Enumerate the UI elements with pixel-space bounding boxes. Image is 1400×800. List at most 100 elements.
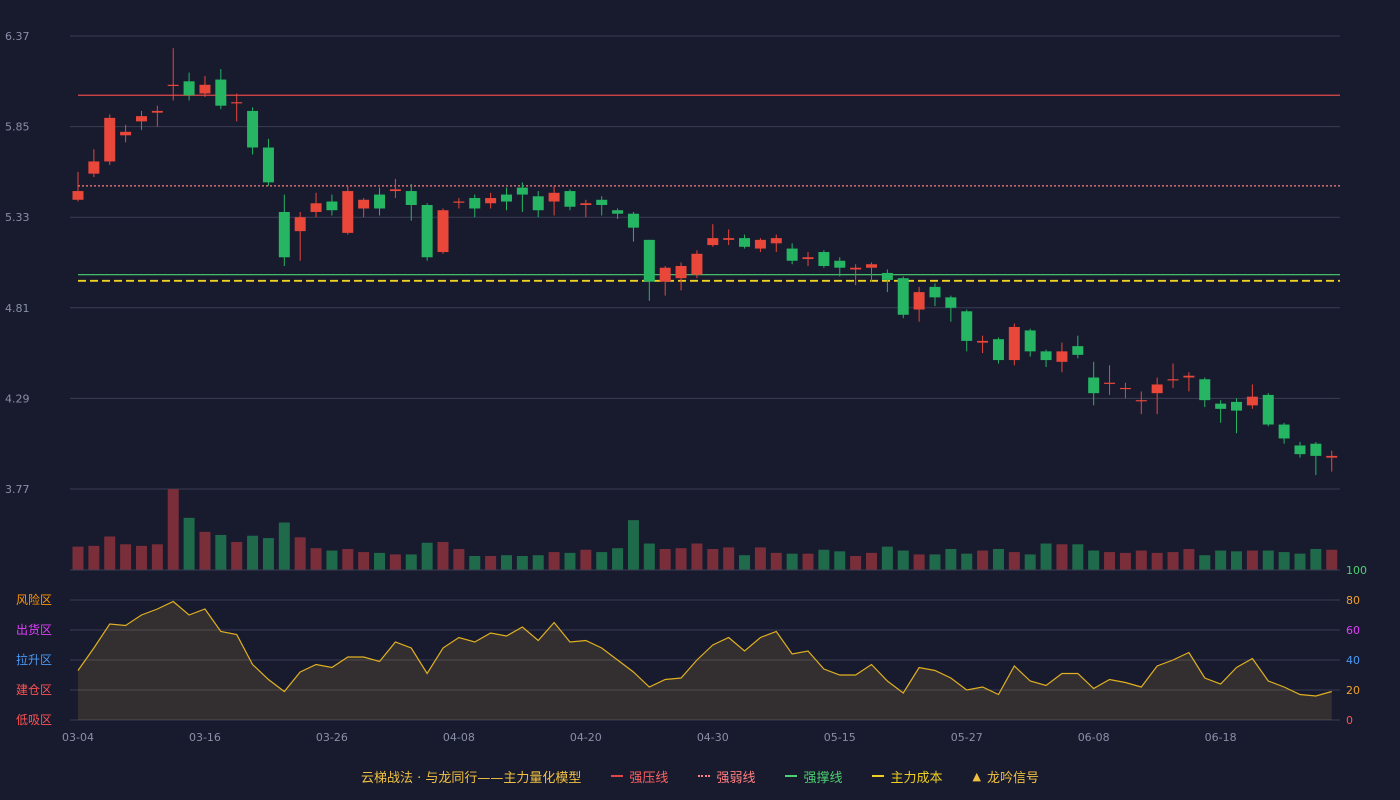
- x-tick-label: 04-08: [443, 731, 475, 744]
- volume-bar: [897, 550, 909, 570]
- candle-body: [1104, 382, 1116, 384]
- volume-bar: [548, 552, 560, 570]
- volume-bar: [866, 552, 877, 570]
- legend-item-pressure: 强压线: [611, 767, 668, 786]
- volume-bar: [786, 553, 798, 570]
- zone-label: 低吸区: [16, 713, 52, 727]
- volume-bar: [262, 538, 274, 570]
- candle-body: [310, 203, 322, 212]
- candle-body: [469, 198, 481, 209]
- legend-label-pressure: 强压线: [629, 770, 669, 786]
- candle-body: [1310, 443, 1322, 456]
- legend-item-cost: 主力成本: [872, 767, 942, 786]
- legend-label-signal: 龙吟信号: [986, 770, 1039, 786]
- volume-bar: [929, 554, 941, 570]
- volume-bar: [739, 555, 751, 570]
- volume-bar: [231, 541, 243, 570]
- indicator-tick-label: 0: [1346, 714, 1353, 727]
- indicator-tick-label: 100: [1346, 564, 1367, 577]
- candle-body: [992, 339, 1004, 361]
- candle-body: [1167, 379, 1179, 381]
- candle-body: [612, 210, 624, 214]
- legend-swatch-support: [785, 775, 798, 777]
- candle-body: [516, 187, 528, 195]
- volume-bar: [580, 549, 592, 570]
- candle-body: [405, 191, 417, 206]
- x-tick-label: 06-08: [1078, 731, 1110, 744]
- volume-bar: [88, 545, 100, 570]
- candle-body: [881, 272, 893, 280]
- candle-body: [1040, 351, 1052, 361]
- candle-body: [850, 267, 862, 270]
- candle-body: [929, 286, 941, 298]
- candle-body: [294, 217, 306, 232]
- legend-title: 云梯战法 · 与龙同行——主力量化模型: [361, 770, 582, 786]
- candle-body: [659, 267, 671, 282]
- volume-bar: [691, 543, 703, 570]
- volume-bar: [770, 552, 782, 570]
- legend-label-strength: 强弱线: [716, 770, 756, 786]
- indicator-tick-label: 80: [1346, 594, 1360, 607]
- legend-swatch-pressure: [611, 775, 624, 777]
- volume-bar: [834, 551, 846, 570]
- x-tick-label: 04-30: [697, 731, 729, 744]
- chart-legend: 云梯战法 · 与龙同行——主力量化模型 强压线 强弱线 强撑线 主力成本 ▲ 龙…: [0, 764, 1400, 788]
- candle-body: [707, 238, 719, 246]
- volume-bar: [310, 548, 322, 570]
- candle-body: [247, 110, 259, 148]
- volume-bar: [659, 548, 671, 570]
- volume-bar: [485, 555, 497, 570]
- indicator-line: [77, 600, 1332, 697]
- candle-body: [739, 238, 751, 247]
- candle-body: [627, 213, 639, 228]
- candle-body: [453, 201, 465, 203]
- candle-body: [104, 117, 116, 162]
- candle-body: [1135, 400, 1147, 402]
- volume-bar: [1183, 548, 1195, 570]
- volume-bar: [754, 547, 766, 570]
- volume-bar: [469, 555, 481, 570]
- legend-item-strength: 强弱线: [698, 767, 755, 786]
- candle-body: [786, 248, 798, 261]
- candle-body: [1326, 455, 1338, 458]
- x-tick-label: 04-20: [570, 731, 602, 744]
- candle-body: [437, 210, 449, 253]
- volume-bar: [1278, 552, 1290, 570]
- zone-label: 建仓区: [16, 683, 52, 697]
- volume-bar: [374, 552, 386, 570]
- volume-bar: [1167, 552, 1179, 570]
- candle-body: [1056, 351, 1068, 362]
- volume-bar: [437, 541, 449, 570]
- candle-body: [961, 311, 973, 341]
- candle-body: [1231, 401, 1243, 411]
- volume-bar: [675, 548, 687, 570]
- volume-bar: [802, 553, 814, 570]
- volume-bar: [247, 535, 259, 570]
- candle-body: [1119, 387, 1131, 390]
- volume-bar: [1310, 548, 1322, 570]
- candle-body: [1183, 375, 1195, 378]
- candle-body: [897, 278, 909, 315]
- candle-body: [215, 79, 227, 106]
- candle-body: [167, 84, 179, 86]
- candle-body: [866, 264, 877, 268]
- volume-bar: [1246, 550, 1258, 570]
- candle-body: [151, 110, 163, 113]
- candle-body: [120, 131, 132, 136]
- volume-bar: [421, 542, 433, 570]
- volume-bar: [818, 549, 830, 570]
- x-tick-label: 05-27: [951, 731, 983, 744]
- volume-bar: [596, 552, 608, 570]
- volume-bar: [532, 555, 544, 570]
- candle-body: [1215, 403, 1227, 409]
- candle-body: [818, 252, 830, 266]
- candle-body: [802, 257, 814, 260]
- candle-body: [675, 265, 687, 279]
- candle-body: [421, 205, 433, 258]
- volume-bar: [1104, 552, 1116, 570]
- indicator-area: [78, 601, 1332, 720]
- volume-bar: [1008, 552, 1020, 570]
- volume-bar: [151, 544, 163, 570]
- candle-body: [945, 297, 957, 308]
- volume-bar: [707, 548, 719, 570]
